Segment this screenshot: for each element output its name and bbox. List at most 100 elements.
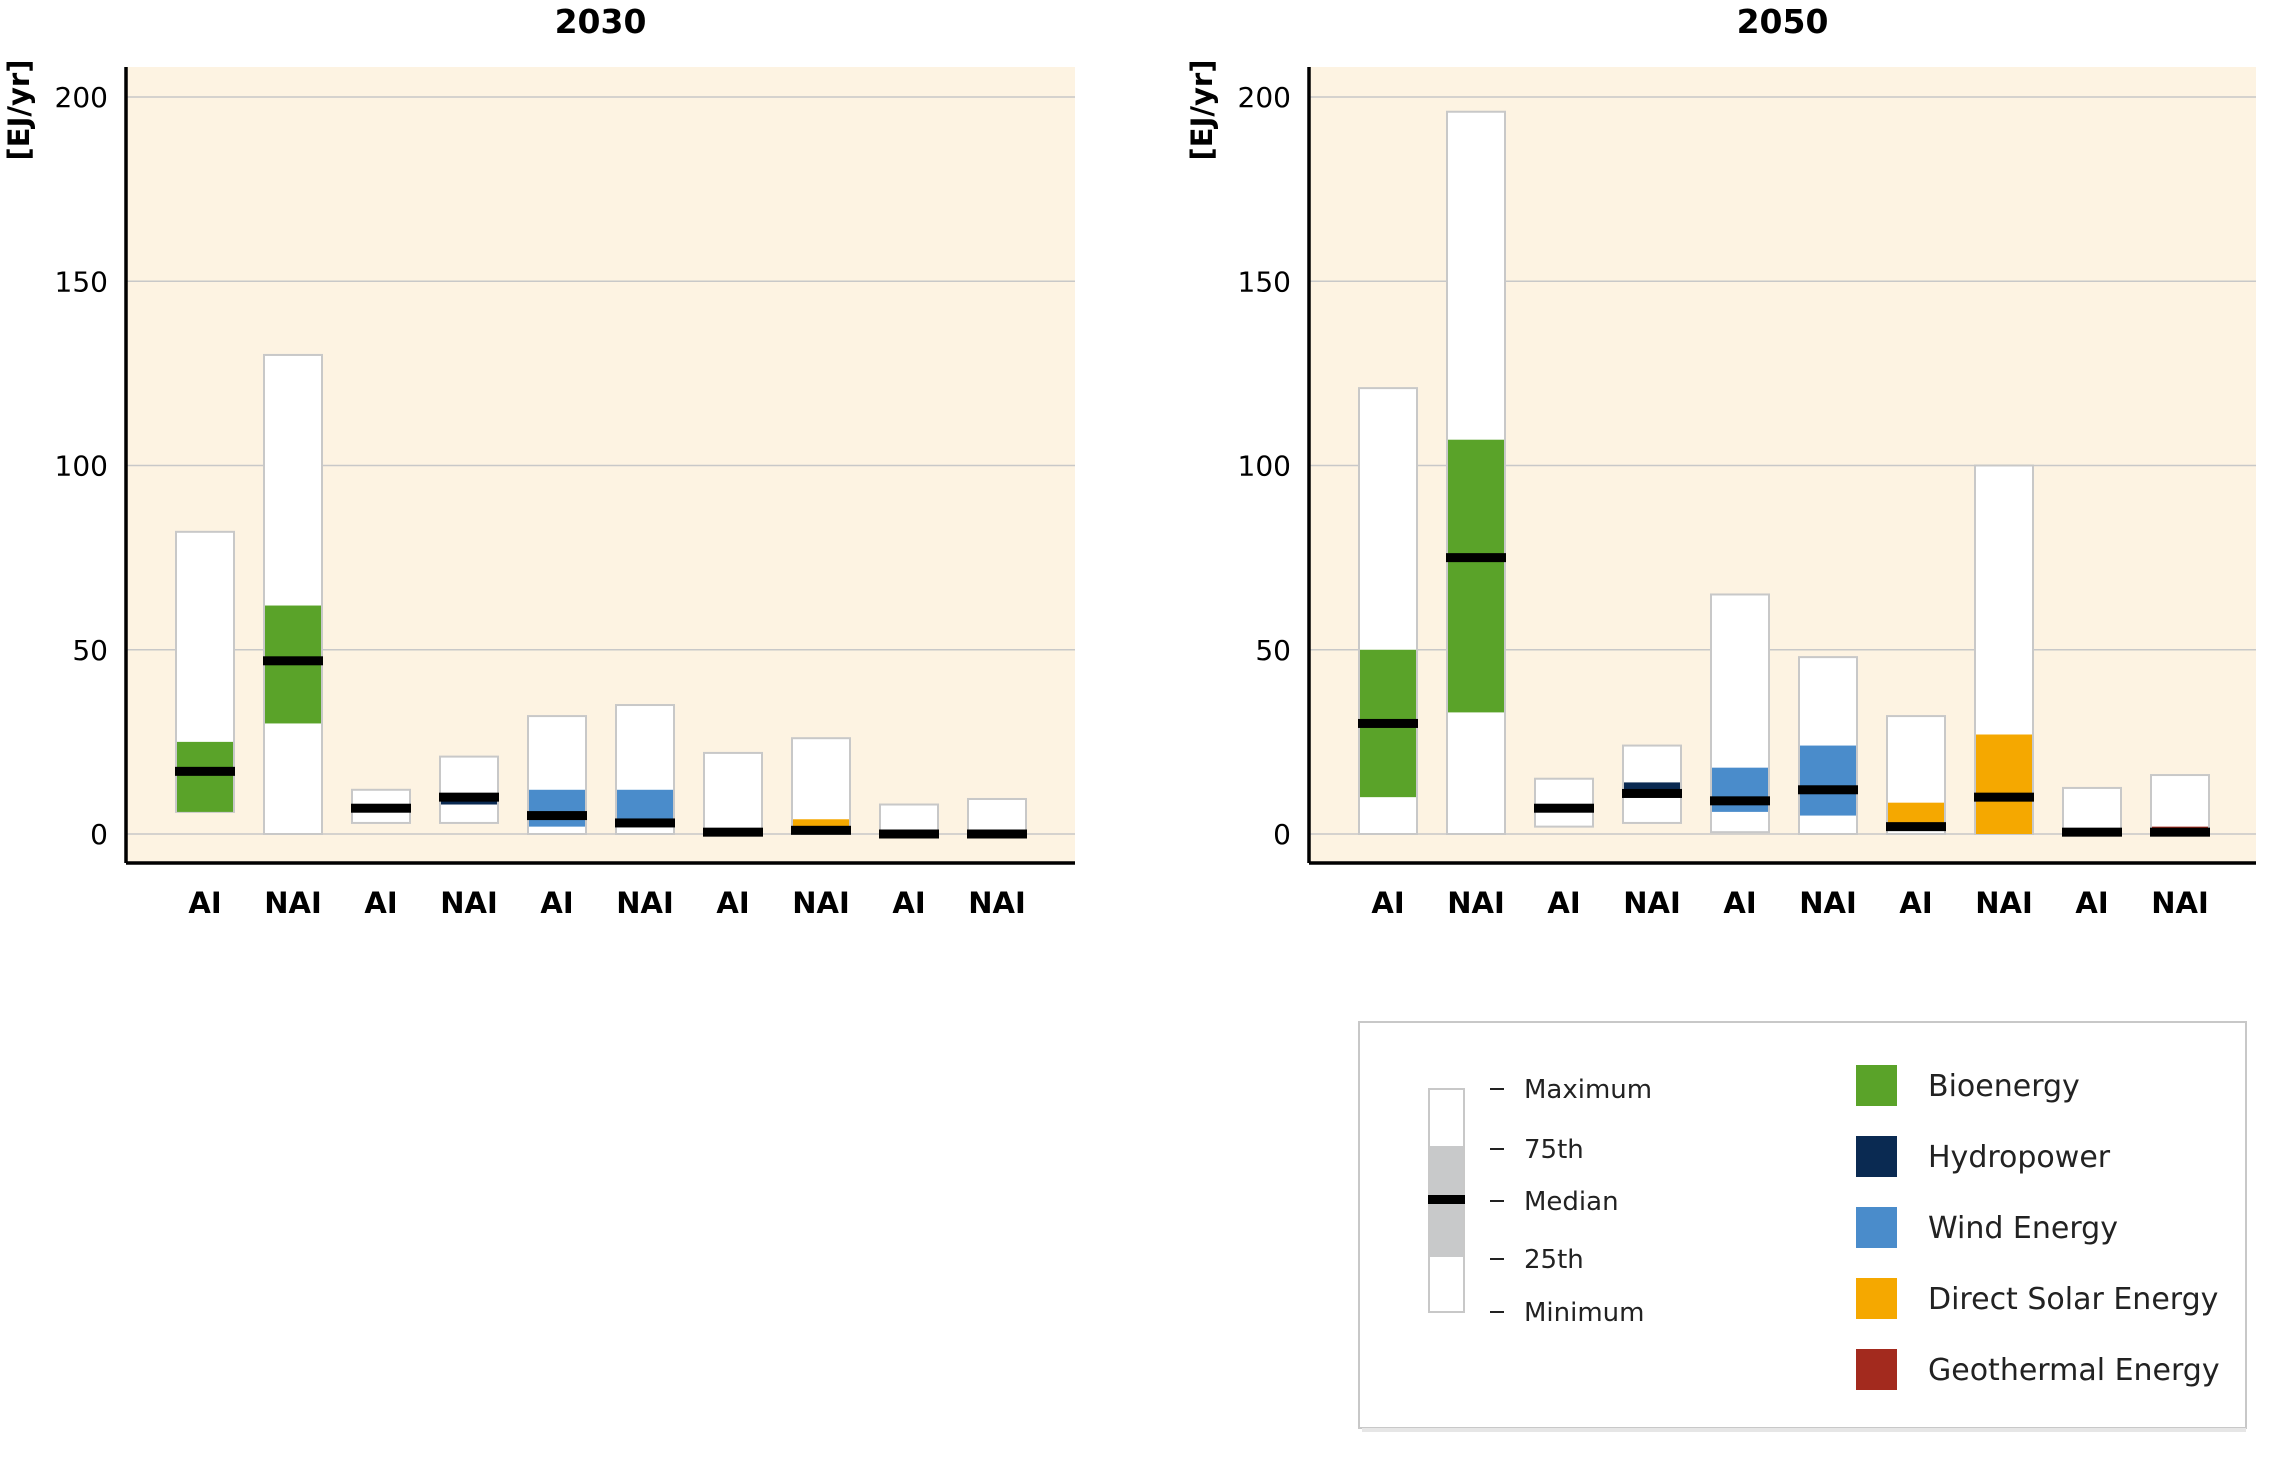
box-9 — [2062, 786, 2122, 837]
box-8 — [1974, 464, 2034, 835]
legend-label: Bioenergy — [1928, 1069, 2080, 1104]
x-tick-label: AI — [2075, 886, 2108, 920]
box-7 — [703, 751, 763, 837]
chart-panel-2050: 0 50 100 150 200 2050 [EJ/yr] AI NAI AI NAI AI NAI AI… — [1185, 2, 2256, 920]
y-tick-label: 50 — [1255, 634, 1291, 667]
legend-shadow — [1362, 1428, 2246, 1432]
box-median — [967, 829, 1027, 839]
box-7 — [1886, 715, 1946, 836]
box-1 — [175, 530, 235, 813]
legend-stat-label: Maximum — [1524, 1075, 1652, 1105]
x-tick-label: AI — [188, 886, 221, 920]
x-tick-label: NAI — [1975, 886, 2033, 920]
x-tick-label: AI — [1723, 886, 1756, 920]
legend-label: Wind Energy — [1928, 1211, 2118, 1246]
box-iqr — [177, 741, 233, 812]
box-range — [439, 755, 499, 824]
y-axis-label: [EJ/yr] — [1185, 60, 1219, 161]
y-tick-label: 100 — [1238, 450, 1291, 483]
box-range — [263, 353, 323, 835]
box-median — [879, 829, 939, 839]
box-median — [2150, 827, 2210, 837]
box-range — [791, 737, 851, 835]
box-5 — [1710, 593, 1770, 834]
y-tick-label: 150 — [1238, 265, 1291, 298]
legend-label: Hydropower — [1928, 1140, 2111, 1175]
box-5 — [527, 715, 587, 836]
box-4 — [439, 755, 499, 824]
box-median — [1710, 796, 1770, 806]
box-10 — [967, 797, 1027, 839]
box-median — [2062, 827, 2122, 837]
legend-stat-label: Minimum — [1524, 1298, 1645, 1328]
y-axis-label: [EJ/yr] — [2, 60, 36, 161]
x-tick-label: NAI — [264, 886, 322, 920]
y-tick-label: 50 — [72, 634, 108, 667]
legend-stat-label: Median — [1524, 1187, 1619, 1217]
box-median — [615, 818, 675, 828]
box-median — [1974, 792, 2034, 802]
x-tick-label: AI — [1371, 886, 1404, 920]
box-9 — [879, 803, 939, 839]
x-tick-label: NAI — [1447, 886, 1505, 920]
legend-stat-label: 25th — [1524, 1245, 1584, 1275]
box-iqr — [529, 789, 585, 827]
box-median — [175, 766, 235, 776]
box-4 — [1622, 744, 1682, 824]
legend-swatch — [1856, 1349, 1897, 1390]
y-tick-label: 150 — [55, 265, 108, 298]
legend-sample-median — [1428, 1195, 1465, 1204]
box-median — [1798, 785, 1858, 795]
x-tick-label: AI — [716, 886, 749, 920]
box-median — [351, 803, 411, 813]
box-range — [967, 797, 1027, 835]
chart-panel-2030: 0 50 100 150 200 2030 [EJ/yr] AI NAI AI NAI AI NAI AI… — [2, 2, 1075, 920]
box-median — [439, 792, 499, 802]
x-tick-label: AI — [1547, 886, 1580, 920]
x-tick-label: NAI — [792, 886, 850, 920]
legend-swatch — [1856, 1136, 1897, 1177]
legend-stat-label: 75th — [1524, 1135, 1584, 1165]
x-tick-label: NAI — [1623, 886, 1681, 920]
box-1 — [1358, 387, 1418, 835]
legend-frame — [1358, 1021, 2247, 1429]
x-tick-label: NAI — [2151, 886, 2209, 920]
y-tick-label: 0 — [1273, 818, 1291, 851]
x-tick-label: AI — [892, 886, 925, 920]
x-tick-label: NAI — [616, 886, 674, 920]
box-iqr — [1448, 439, 1504, 713]
box-median — [703, 827, 763, 837]
box-median — [1622, 788, 1682, 798]
legend-swatch — [1856, 1278, 1897, 1319]
box-median — [263, 656, 323, 666]
y-tick-label: 0 — [90, 818, 108, 851]
y-tick-label: 200 — [55, 81, 108, 114]
legend-label: Direct Solar Energy — [1928, 1282, 2218, 1317]
box-2 — [263, 353, 323, 835]
chart-title: 2050 — [1737, 2, 1829, 41]
y-tick-label: 200 — [1238, 81, 1291, 114]
box-2 — [1446, 110, 1506, 836]
box-10 — [2150, 774, 2210, 837]
x-tick-label: AI — [364, 886, 397, 920]
box-median — [1886, 822, 1946, 832]
x-tick-label: AI — [1899, 886, 1932, 920]
x-tick-label: NAI — [440, 886, 498, 920]
y-tick-label: 100 — [55, 450, 108, 483]
box-median — [791, 825, 851, 835]
box-median — [1358, 718, 1418, 728]
box-median — [1534, 803, 1594, 813]
box-3 — [351, 788, 411, 824]
box-6 — [1798, 656, 1858, 835]
legend-label: Geothermal Energy — [1928, 1353, 2220, 1388]
box-iqr — [1976, 734, 2032, 834]
legend: Maximum 75th Median 25th Minimum Bioenergy Hyd… — [1358, 1021, 2247, 1432]
chart-title: 2030 — [555, 2, 647, 41]
box-6 — [615, 704, 675, 836]
box-8 — [791, 737, 851, 835]
box-3 — [1534, 777, 1594, 828]
x-tick-label: NAI — [1799, 886, 1857, 920]
x-tick-label: NAI — [968, 886, 1026, 920]
box-range — [2062, 786, 2122, 835]
